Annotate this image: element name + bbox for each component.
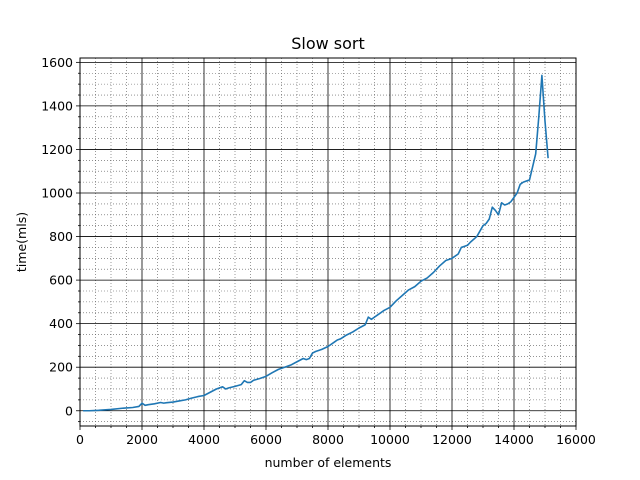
y-tick-label: 1000 [41,186,73,201]
y-tick-label: 200 [49,360,73,375]
minor-grid [80,58,576,426]
y-tick-label: 600 [49,273,73,288]
y-tick-label: 0 [65,403,73,418]
x-tick-label: 16000 [556,432,596,447]
y-tick-label: 1400 [41,98,73,113]
x-tick-label: 6000 [250,432,282,447]
x-tick-label: 2000 [126,432,158,447]
x-tick-label: 4000 [188,432,220,447]
y-axis-ticks: 0 200 400 600 800 1000 1200 1400 1600 [41,55,80,423]
chart-title: Slow sort [291,34,365,53]
y-tick-label: 1200 [41,142,73,157]
x-tick-label: 12000 [432,432,472,447]
y-tick-label: 1600 [41,55,73,70]
series-layer [83,74,549,412]
x-tick-label: 0 [76,432,84,447]
y-tick-label: 400 [49,316,73,331]
x-tick-label: 10000 [370,432,410,447]
x-tick-label: 8000 [312,432,344,447]
y-tick-label: 800 [49,229,73,244]
major-grid [79,58,577,426]
series-line [83,74,549,412]
x-axis-label: number of elements [265,455,392,470]
x-axis-ticks: 0 2000 4000 6000 8000 10000 12000 14000 16000 [76,426,596,447]
y-axis-label: time(mls) [14,212,29,272]
x-tick-label: 14000 [494,432,534,447]
